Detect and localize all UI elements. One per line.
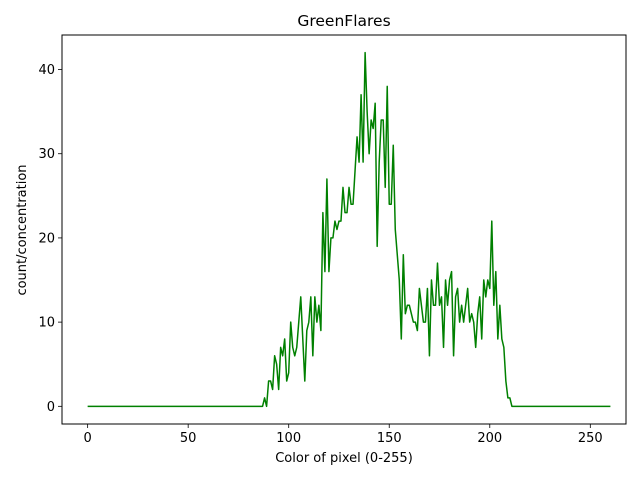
y-tick-label: 10 [38, 316, 55, 331]
series-layer [87, 51, 611, 408]
x-axis-label: Color of pixel (0-255) [275, 451, 413, 466]
y-tick-label: 0 [47, 400, 55, 415]
series-line-0 [87, 51, 611, 408]
plot-frame [61, 34, 627, 425]
x-tick-label: 100 [276, 431, 301, 446]
y-tick-label: 30 [38, 147, 55, 162]
x-tick-label: 0 [83, 431, 91, 446]
y-tick-label: 20 [38, 231, 55, 246]
x-axis-ticks: 0 50 100 150 200 250 [83, 424, 603, 446]
x-tick-label: 200 [477, 431, 502, 446]
chart-title: GreenFlares [297, 12, 390, 30]
x-tick-label: 50 [180, 431, 197, 446]
x-tick-label: 150 [377, 431, 402, 446]
x-tick-label: 250 [578, 431, 603, 446]
y-axis-ticks: 0 10 20 30 40 [38, 63, 62, 415]
y-tick-label: 40 [38, 63, 55, 78]
y-axis-label: count/concentration [15, 164, 30, 295]
